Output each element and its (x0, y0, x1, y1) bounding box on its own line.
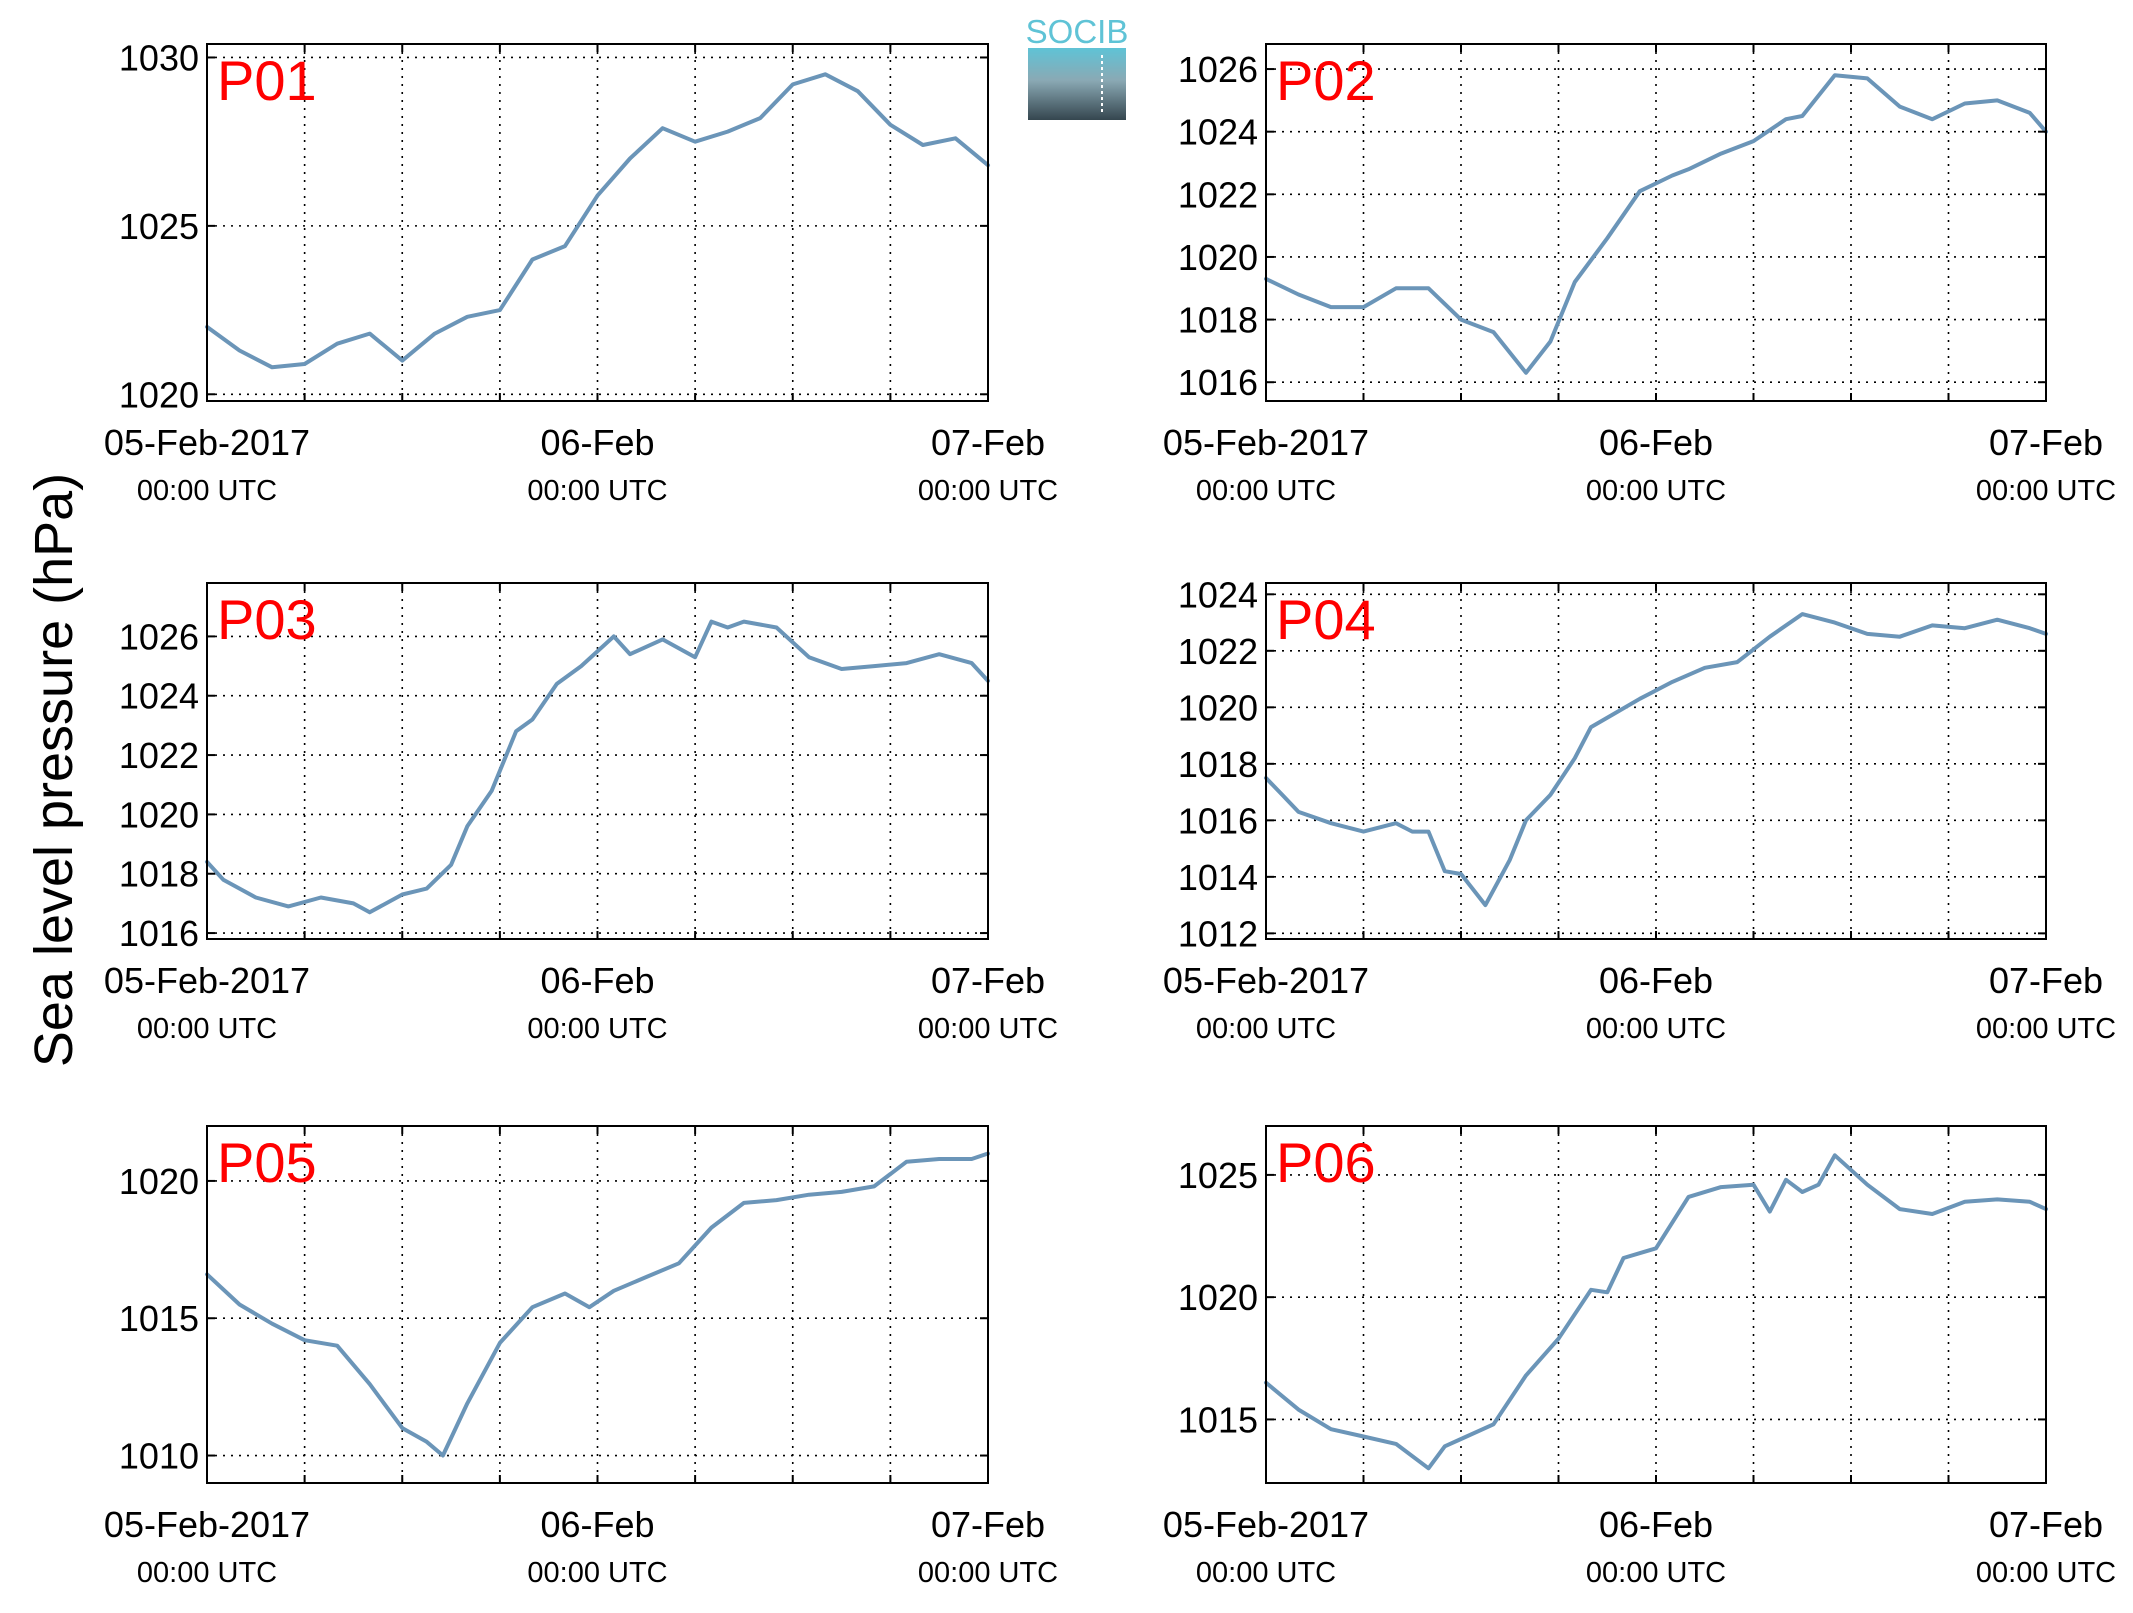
y-tick-label: 1018 (119, 854, 199, 895)
x-tick-label-time: 00:00 UTC (1976, 1557, 2116, 1589)
x-tick-label-date: 05-Feb-2017 (104, 1504, 310, 1545)
chart-panel-p04: 1012 1014 1016 1018 1020 1022 1024 05-Feb-2017 0… (1163, 574, 2116, 1045)
x-tick-label-time: 00:00 UTC (1586, 475, 1726, 507)
x-tick-label-time: 00:00 UTC (527, 1013, 667, 1045)
x-tick-label-date: 05-Feb-2017 (104, 422, 310, 463)
panel-label: P01 (217, 49, 317, 112)
y-tick-label: 1016 (1178, 800, 1258, 841)
x-tick-label-date: 07-Feb (1989, 1504, 2103, 1545)
y-tick-label: 1020 (1178, 1277, 1258, 1318)
x-tick-label-date: 07-Feb (1989, 422, 2103, 463)
x-tick-label-time: 00:00 UTC (137, 1557, 277, 1589)
y-tick-label: 1020 (1178, 687, 1258, 728)
logo-wave-block (1028, 48, 1126, 120)
x-tick-label-time: 00:00 UTC (1196, 1557, 1336, 1589)
x-tick-label-time: 00:00 UTC (527, 475, 667, 507)
x-tick-label-time: 00:00 UTC (1196, 475, 1336, 507)
x-tick-label-time: 00:00 UTC (1586, 1557, 1726, 1589)
panel-label: P03 (217, 588, 317, 651)
y-tick-label: 1024 (119, 676, 199, 717)
x-tick-label-date: 05-Feb-2017 (104, 960, 310, 1001)
y-tick-label: 1018 (1178, 744, 1258, 785)
chart-panel-p03: 1016 1018 1020 1022 1024 1026 05-Feb-2017 00:00… (104, 582, 1058, 1045)
series-line-p01 (205, 72, 990, 370)
x-tick-label-date: 05-Feb-2017 (1163, 960, 1369, 1001)
x-tick-label-date: 07-Feb (1989, 960, 2103, 1001)
y-axis-label: Sea level pressure (hPa) (24, 473, 84, 1067)
y-tick-label: 1015 (1178, 1399, 1258, 1440)
panel-label: P06 (1276, 1131, 1376, 1194)
plot-frame (206, 1125, 989, 1484)
y-tick-label: 1014 (1178, 857, 1258, 898)
y-tick-label: 1022 (1178, 631, 1258, 672)
x-tick-label-time: 00:00 UTC (1196, 1013, 1336, 1045)
x-tick-label-date: 05-Feb-2017 (1163, 1504, 1369, 1545)
y-tick-label: 1018 (1178, 300, 1258, 341)
x-tick-label-date: 06-Feb (1599, 1504, 1713, 1545)
chart-panel-p01: 1020 1025 1030 05-Feb-2017 00:00 UTC 06-Feb 00… (104, 37, 1058, 507)
plot-frame (1265, 1125, 2047, 1484)
y-tick-label: 1022 (1178, 174, 1258, 215)
y-tick-label: 1020 (119, 794, 199, 835)
x-tick-label-date: 06-Feb (540, 960, 654, 1001)
panel-label: P05 (217, 1131, 317, 1194)
x-tick-label-time: 00:00 UTC (918, 1013, 1058, 1045)
x-tick-label-date: 06-Feb (1599, 960, 1713, 1001)
y-tick-label: 1025 (119, 206, 199, 247)
y-tick-label: 1024 (1178, 112, 1258, 153)
x-tick-label-time: 00:00 UTC (137, 1013, 277, 1045)
panel-label: P04 (1276, 588, 1376, 651)
plot-frame (1265, 43, 2047, 402)
x-tick-label-time: 00:00 UTC (527, 1557, 667, 1589)
x-tick-label-time: 00:00 UTC (918, 1557, 1058, 1589)
y-tick-label: 1026 (1178, 49, 1258, 90)
y-tick-label: 1016 (119, 913, 199, 954)
x-tick-label-time: 00:00 UTC (1976, 475, 2116, 507)
y-tick-label: 1020 (119, 1161, 199, 1202)
x-tick-label-time: 00:00 UTC (1976, 1013, 2116, 1045)
series-line-p03 (205, 619, 990, 915)
y-tick-label: 1020 (1178, 237, 1258, 278)
y-tick-label: 1020 (119, 374, 199, 415)
x-tick-label-date: 07-Feb (931, 960, 1045, 1001)
chart-panel-p06: 1015 1020 1025 05-Feb-2017 00:00 UTC 06-Feb 00… (1163, 1125, 2116, 1589)
y-tick-label: 1016 (1178, 362, 1258, 403)
y-tick-label: 1012 (1178, 913, 1258, 954)
y-tick-label: 1030 (119, 37, 199, 78)
y-tick-label: 1022 (119, 735, 199, 776)
x-tick-label-date: 07-Feb (931, 422, 1045, 463)
x-tick-label-time: 00:00 UTC (137, 475, 277, 507)
series-line-p05 (205, 1151, 990, 1458)
panel-label: P02 (1276, 49, 1376, 112)
x-tick-label-time: 00:00 UTC (1586, 1013, 1726, 1045)
y-tick-label: 1024 (1178, 574, 1258, 615)
plot-frame (206, 43, 989, 402)
x-tick-label-date: 06-Feb (1599, 422, 1713, 463)
series-line-p06 (1264, 1153, 2048, 1471)
x-tick-label-date: 06-Feb (540, 422, 654, 463)
panels: 1020 1025 1030 05-Feb-2017 00:00 UTC 06-Feb 00… (104, 37, 2116, 1589)
y-tick-label: 1010 (119, 1436, 199, 1477)
x-tick-label-date: 07-Feb (931, 1504, 1045, 1545)
chart-panel-p02: 1016 1018 1020 1022 1024 1026 05-Feb-2017 00:00… (1163, 43, 2116, 507)
chart-panel-p05: 1010 1015 1020 05-Feb-2017 00:00 UTC 06-Feb 00… (104, 1125, 1058, 1589)
x-tick-label-date: 05-Feb-2017 (1163, 422, 1369, 463)
y-tick-label: 1015 (119, 1298, 199, 1339)
series-line-p02 (1264, 73, 2048, 375)
y-tick-label: 1026 (119, 616, 199, 657)
socib-logo: SOCIB (1026, 13, 1129, 120)
x-tick-label-date: 06-Feb (540, 1504, 654, 1545)
y-tick-label: 1025 (1178, 1155, 1258, 1196)
series-line-p04 (1264, 612, 2048, 908)
logo-text: SOCIB (1026, 13, 1129, 50)
x-tick-label-time: 00:00 UTC (918, 475, 1058, 507)
